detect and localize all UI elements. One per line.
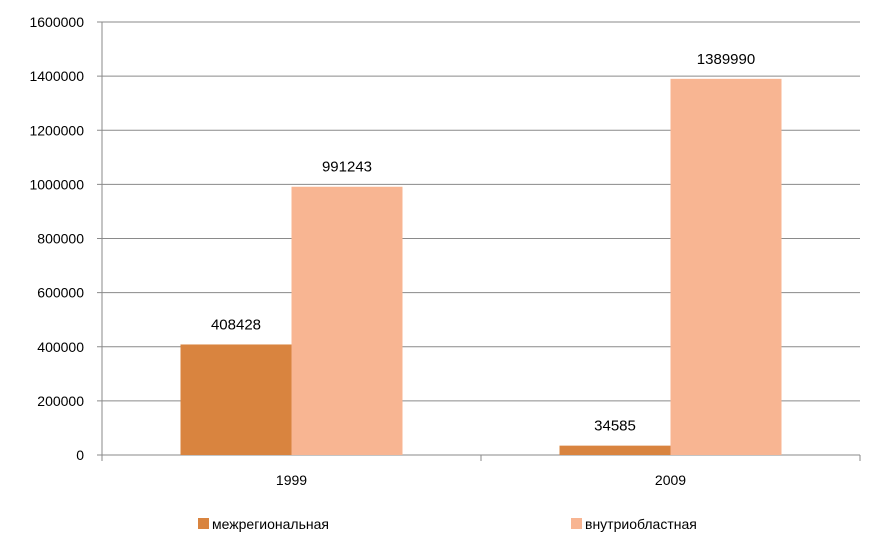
data-label: 1389990 [697,51,755,68]
data-label: 408428 [211,316,261,333]
y-tick-label: 400000 [37,339,84,355]
bar-series1-2009 [559,445,671,455]
data-label: 991243 [322,159,372,176]
bar-series1-1999 [180,344,292,455]
y-tick-label: 800000 [37,231,84,247]
y-tick-label: 600000 [37,285,84,301]
x-tick-label: 1999 [276,472,307,488]
y-tick-label: 200000 [37,393,84,409]
data-label: 34585 [594,418,636,435]
legend-label: внутриобластная [585,516,697,532]
y-tick-label: 1000000 [29,176,84,192]
legend-swatch [198,518,209,529]
bar-series2-1999 [291,186,403,455]
legend-label: межрегиональная [212,516,329,532]
y-tick-label: 1200000 [29,122,84,138]
y-tick-label: 1600000 [29,14,84,30]
x-tick-label: 2009 [655,472,686,488]
y-tick-label: 0 [76,447,84,463]
y-tick-label: 1400000 [29,68,84,84]
legend-swatch [571,518,582,529]
bar-series2-2009 [670,78,782,455]
